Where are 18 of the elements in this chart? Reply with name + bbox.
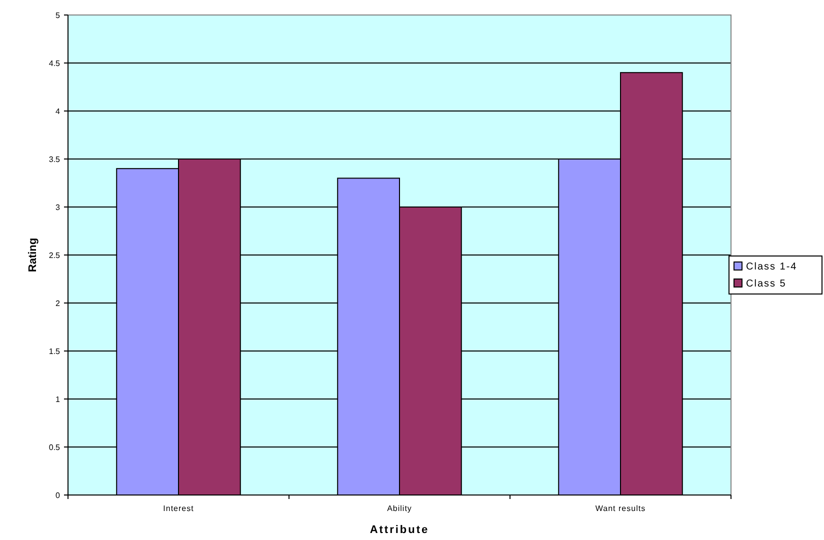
y-tick-label: 2.5 [48, 250, 61, 260]
x-tick-label: Interest [163, 504, 194, 513]
x-axis-title: Attribute [370, 524, 430, 536]
y-tick-label: 4 [56, 106, 61, 116]
legend-label: Class 5 [746, 278, 786, 290]
y-axis-title: Rating [27, 238, 39, 272]
y-tick-label: 3 [56, 202, 61, 212]
x-tick-label: Ability [387, 504, 412, 513]
x-tick-label: Want results [595, 504, 646, 513]
y-tick-label: 5 [56, 10, 61, 20]
y-tick-label: 0.5 [48, 442, 61, 452]
y-tick-label: 3.5 [48, 154, 61, 164]
y-tick-label: 0 [56, 490, 61, 500]
y-tick-label: 1 [56, 394, 61, 404]
y-tick-label: 2 [56, 298, 61, 308]
y-tick-label: 1.5 [48, 346, 61, 356]
y-tick-label: 4.5 [48, 58, 61, 68]
legend-label: Class 1-4 [746, 262, 798, 272]
